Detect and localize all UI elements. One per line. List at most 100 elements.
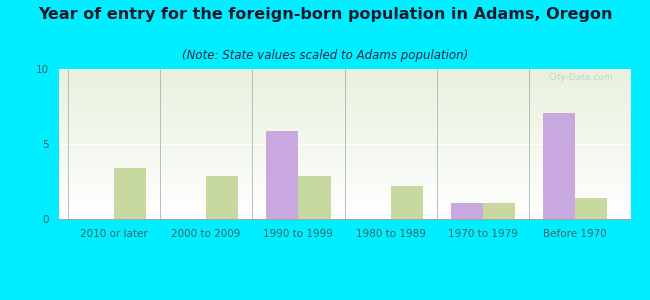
Bar — [58, 166, 630, 167]
Bar — [58, 146, 630, 147]
Bar — [58, 113, 630, 114]
Bar — [58, 202, 630, 203]
Bar — [58, 198, 630, 199]
Bar — [58, 193, 630, 194]
Bar — [58, 185, 630, 186]
Bar — [58, 84, 630, 85]
Bar — [58, 169, 630, 170]
Bar — [58, 101, 630, 102]
Bar — [58, 162, 630, 163]
Bar — [58, 171, 630, 172]
Bar — [450, 202, 483, 219]
Bar — [58, 216, 630, 217]
Bar — [483, 202, 515, 219]
Bar — [58, 141, 630, 142]
Bar — [58, 201, 630, 202]
Text: Year of entry for the foreign-born population in Adams, Oregon: Year of entry for the foreign-born popul… — [38, 8, 612, 22]
Bar — [58, 118, 630, 119]
Bar — [58, 96, 630, 97]
Bar — [58, 112, 630, 113]
Bar — [58, 130, 630, 131]
Bar — [266, 130, 298, 219]
Bar — [58, 81, 630, 82]
Bar — [58, 159, 630, 160]
Bar — [58, 102, 630, 103]
Bar — [58, 94, 630, 95]
Bar — [58, 211, 630, 212]
Bar — [391, 186, 423, 219]
Bar — [58, 126, 630, 127]
Bar — [58, 169, 630, 170]
Bar — [58, 92, 630, 93]
Bar — [58, 123, 630, 124]
Bar — [58, 116, 630, 117]
Bar — [58, 95, 630, 96]
Bar — [58, 197, 630, 198]
Bar — [58, 124, 630, 125]
Bar — [206, 176, 239, 219]
Bar — [58, 206, 630, 207]
Bar — [58, 79, 630, 80]
Bar — [58, 85, 630, 86]
Bar — [58, 156, 630, 157]
Bar — [58, 204, 630, 205]
Text: City-Data.com: City-Data.com — [549, 74, 614, 82]
Bar — [58, 149, 630, 150]
Bar — [58, 139, 630, 140]
Bar — [58, 70, 630, 71]
Bar — [58, 93, 630, 94]
Bar — [58, 170, 630, 171]
Bar — [58, 74, 630, 75]
Bar — [58, 164, 630, 165]
Bar — [58, 107, 630, 108]
Bar — [58, 87, 630, 88]
Bar — [58, 115, 630, 116]
Bar — [58, 111, 630, 112]
Bar — [58, 205, 630, 206]
Bar — [58, 140, 630, 141]
Bar — [58, 209, 630, 210]
Bar — [58, 86, 630, 87]
Bar — [58, 177, 630, 178]
Bar — [575, 198, 608, 219]
Bar — [58, 128, 630, 129]
Bar — [58, 77, 630, 78]
Bar — [58, 91, 630, 92]
Bar — [58, 182, 630, 183]
Bar — [58, 196, 630, 197]
Bar — [58, 155, 630, 156]
Bar — [58, 192, 630, 193]
Bar — [58, 194, 630, 195]
Bar — [58, 80, 630, 81]
Bar — [58, 120, 630, 121]
Bar — [58, 137, 630, 138]
Bar — [58, 105, 630, 106]
Bar — [58, 181, 630, 182]
Bar — [58, 200, 630, 201]
Bar — [58, 168, 630, 169]
Bar — [58, 161, 630, 162]
Bar — [58, 172, 630, 173]
Bar — [58, 199, 630, 200]
Bar — [58, 82, 630, 83]
Bar — [58, 150, 630, 151]
Bar — [58, 89, 630, 90]
Bar — [58, 118, 630, 119]
Bar — [58, 152, 630, 153]
Bar — [58, 167, 630, 168]
Bar — [58, 157, 630, 158]
Bar — [58, 129, 630, 130]
Bar — [58, 83, 630, 84]
Bar — [58, 160, 630, 161]
Bar — [58, 138, 630, 139]
Bar — [58, 132, 630, 133]
Bar — [58, 69, 630, 70]
Bar — [58, 191, 630, 192]
Bar — [543, 112, 575, 219]
Bar — [58, 109, 630, 110]
Bar — [58, 188, 630, 189]
Bar — [58, 147, 630, 148]
Bar — [58, 82, 630, 83]
Bar — [58, 114, 630, 115]
Bar — [58, 154, 630, 155]
